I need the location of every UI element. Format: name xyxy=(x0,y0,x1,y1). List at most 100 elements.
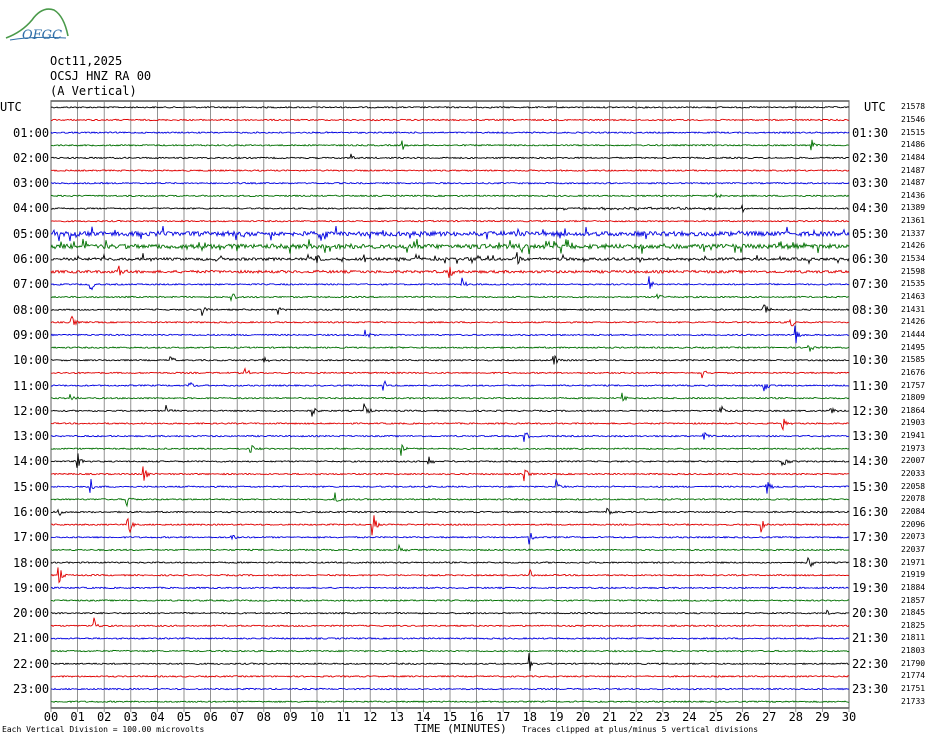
x-tick-label: 14 xyxy=(416,710,431,724)
trace-offset-label: 21546 xyxy=(901,114,926,124)
trace-offset-label: 21864 xyxy=(901,405,926,415)
hour-label-left: 22:00 xyxy=(13,656,50,671)
seismic-trace xyxy=(50,265,850,278)
x-tick-label: 05 xyxy=(176,710,192,724)
trace-offset-label: 21426 xyxy=(901,317,926,327)
trace-offset-label: 21857 xyxy=(901,595,926,605)
clip-note: Traces clipped at plus/minus 5 vertical … xyxy=(522,725,759,734)
trace-offset-label: 21774 xyxy=(901,671,926,681)
trace-offset-label: 21578 xyxy=(901,102,926,112)
hour-label-right: 03:30 xyxy=(852,176,889,191)
x-tick-label: 19 xyxy=(549,710,564,724)
seismic-trace xyxy=(50,131,850,135)
x-tick-label: 28 xyxy=(788,710,804,724)
x-tick-label: 18 xyxy=(522,710,538,724)
hour-label-right: 20:30 xyxy=(852,606,889,621)
x-axis-label: TIME (MINUTES) xyxy=(414,722,507,735)
x-tick-label: 04 xyxy=(150,710,165,724)
x-tick-label: 12 xyxy=(362,710,378,724)
seismic-trace xyxy=(50,617,850,628)
trace-offset-label: 21495 xyxy=(901,342,926,352)
trace-offset-label: 21361 xyxy=(901,216,926,226)
seismic-trace xyxy=(50,315,850,327)
trace-offset-label: 22033 xyxy=(901,469,926,479)
trace-offset-label: 21426 xyxy=(901,241,926,251)
trace-offset-label: 21486 xyxy=(901,140,926,150)
hour-label-left: 06:00 xyxy=(13,252,50,267)
trace-offset-label: 21825 xyxy=(901,620,926,630)
trace-offset-label: 21436 xyxy=(901,190,926,200)
seismic-trace xyxy=(50,515,850,536)
x-tick-label: 15 xyxy=(442,710,458,724)
hour-label-right: 23:30 xyxy=(852,682,889,697)
trace-offset-label: 22073 xyxy=(901,532,926,542)
trace-offset-label: 21919 xyxy=(901,570,926,580)
x-tick-label: 08 xyxy=(256,710,272,724)
seismic-trace xyxy=(50,325,850,344)
hour-label-right: 01:30 xyxy=(852,125,889,140)
x-tick-label: 17 xyxy=(495,710,511,724)
trace-group xyxy=(50,105,850,704)
trace-offset-label: 21803 xyxy=(901,646,926,656)
seismic-trace xyxy=(50,700,850,704)
hour-label-left: 01:00 xyxy=(13,125,50,140)
left-utc-label: UTC xyxy=(0,100,22,114)
x-tick-label: 24 xyxy=(682,710,697,724)
hour-label-left: 02:00 xyxy=(13,150,50,165)
seismic-trace xyxy=(50,169,850,172)
seismic-trace xyxy=(50,293,850,303)
seismic-trace xyxy=(50,492,850,508)
x-tick-label: 20 xyxy=(575,710,591,724)
hour-label-left: 03:00 xyxy=(13,176,50,191)
seismic-trace xyxy=(50,507,850,517)
right-utc-label: UTC xyxy=(864,100,886,114)
x-tick-label: 13 xyxy=(389,710,405,724)
hour-label-right: 16:30 xyxy=(852,504,889,519)
hour-label-left: 07:00 xyxy=(13,277,50,292)
seismic-trace xyxy=(50,649,850,653)
chart-date: Oct11,2025 xyxy=(50,54,123,68)
trace-offset-label: 22096 xyxy=(901,519,926,529)
hour-label-right: 18:30 xyxy=(852,555,889,570)
seismic-trace xyxy=(50,304,850,316)
trace-offset-label: 22084 xyxy=(901,506,926,516)
hour-label-right: 15:30 xyxy=(852,479,889,494)
trace-offset-label: 21884 xyxy=(901,582,926,592)
ofgc-logo xyxy=(5,8,69,41)
hour-label-right: 06:30 xyxy=(852,252,889,267)
hour-label-left: 08:00 xyxy=(13,302,50,317)
seismic-trace xyxy=(50,453,850,468)
seismic-trace xyxy=(50,203,850,214)
x-tick-label: 27 xyxy=(761,710,777,724)
seismic-trace xyxy=(50,192,850,199)
x-tick-label: 01 xyxy=(70,710,85,724)
seismic-trace xyxy=(50,139,850,151)
x-tick-label: 29 xyxy=(815,710,830,724)
seismic-trace xyxy=(50,219,849,223)
seismic-trace xyxy=(50,543,850,552)
trace-offset-label: 21733 xyxy=(901,696,926,706)
hour-label-right: 05:30 xyxy=(852,226,889,241)
hour-label-left: 04:00 xyxy=(13,201,50,216)
seismic-trace xyxy=(50,181,850,185)
x-tick-label: 16 xyxy=(469,710,484,724)
hour-label-right: 07:30 xyxy=(852,277,889,292)
hour-label-right: 09:30 xyxy=(852,327,889,342)
trace-offset-label: 21484 xyxy=(901,152,926,162)
seismic-trace xyxy=(50,478,850,494)
hour-label-left: 10:00 xyxy=(13,353,50,368)
x-tick-label: 22 xyxy=(628,710,644,724)
hour-label-left: 09:00 xyxy=(13,327,50,342)
seismic-trace xyxy=(50,344,850,352)
x-tick-label: 11 xyxy=(336,710,351,724)
x-tick-label: 06 xyxy=(203,710,218,724)
hour-label-right: 10:30 xyxy=(852,353,889,368)
hour-label-right: 02:30 xyxy=(852,150,889,165)
seismic-trace xyxy=(50,637,850,640)
seismic-trace xyxy=(50,238,850,255)
trace-offset-label: 21903 xyxy=(901,418,926,428)
seismic-trace xyxy=(50,354,849,365)
hour-label-left: 05:00 xyxy=(13,226,50,241)
trace-offset-label: 21487 xyxy=(901,178,926,188)
hour-label-right: 14:30 xyxy=(852,454,889,469)
